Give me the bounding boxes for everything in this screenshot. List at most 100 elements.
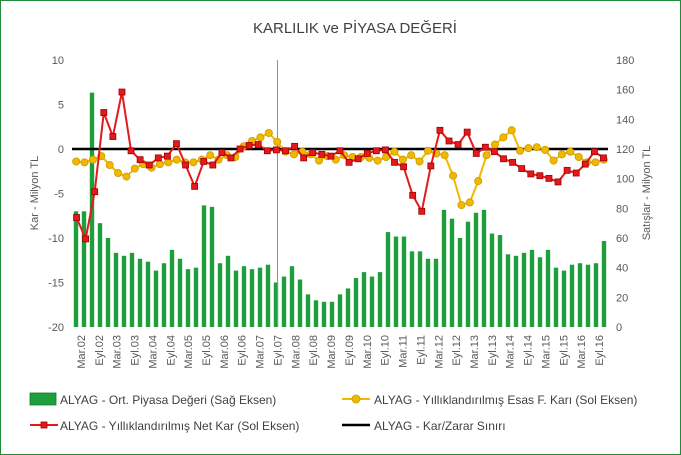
point	[474, 177, 483, 186]
point	[200, 158, 208, 165]
bar	[233, 270, 239, 327]
point	[315, 156, 324, 165]
bar	[145, 261, 151, 327]
point	[507, 126, 516, 135]
chart-title: KARLILIK ve PİYASA DEĞERİ	[253, 19, 457, 37]
point	[391, 158, 398, 166]
point	[273, 146, 280, 154]
point	[499, 133, 508, 142]
x-tick-label: Mar.04	[147, 335, 159, 369]
bar	[409, 251, 415, 327]
bar	[305, 294, 311, 327]
y-right-tick-label: 140	[616, 114, 634, 126]
point	[300, 154, 308, 162]
bar	[313, 300, 319, 327]
bar	[201, 205, 207, 327]
x-tick-label: Eyl.09	[344, 335, 356, 366]
point	[263, 147, 271, 155]
point	[382, 146, 389, 154]
x-tick-label: Mar.09	[326, 335, 338, 369]
point	[463, 128, 471, 136]
bar	[281, 276, 287, 327]
point	[227, 154, 235, 162]
y-left-tick-label: 5	[58, 100, 64, 112]
point	[122, 172, 131, 181]
bar	[177, 258, 183, 327]
bar	[457, 238, 463, 327]
bar	[321, 301, 327, 327]
point	[72, 157, 81, 166]
series-line	[76, 128, 605, 207]
bar	[225, 255, 231, 327]
point	[236, 145, 244, 153]
x-tick-label: Mar.11	[398, 335, 410, 368]
bar	[169, 249, 175, 327]
point	[572, 169, 580, 177]
legend-swatch-esas-marker	[351, 394, 361, 404]
x-tick-label: Eyl.12	[451, 335, 463, 366]
y-left-tick-label: -5	[54, 189, 64, 201]
point	[109, 133, 117, 140]
x-tick-label: Eyl.08	[308, 335, 320, 366]
y-left-tick-label: -20	[48, 322, 64, 334]
point	[209, 161, 217, 169]
x-tick-label: Eyl.15	[558, 335, 570, 366]
bar	[113, 252, 119, 327]
point	[500, 155, 507, 163]
point	[427, 162, 435, 170]
point	[491, 148, 498, 156]
point	[88, 155, 97, 164]
bar	[601, 240, 607, 327]
point	[440, 151, 449, 160]
point	[100, 109, 108, 116]
legend: ALYAG - Ort. Piyasa Değeri (Sağ Eksen) A…	[29, 392, 637, 433]
y-right-tick-label: 0	[616, 322, 622, 334]
y-axis-left-title: Kar - Milyon TL	[29, 156, 41, 230]
point	[554, 178, 562, 186]
bar	[577, 263, 583, 327]
y-right-tick-label: 160	[616, 85, 634, 97]
y-right-tick-label: 20	[616, 292, 628, 304]
point	[581, 160, 589, 168]
bar	[553, 267, 559, 327]
point	[173, 140, 180, 148]
point	[482, 151, 491, 160]
bar	[489, 233, 495, 327]
bar	[497, 235, 503, 327]
bar	[161, 263, 167, 327]
bar	[241, 266, 247, 327]
right-axis-ticks: 180 160 140 120 100 80 60 40 20 0	[616, 55, 634, 334]
bar	[529, 249, 535, 327]
x-tick-label: Mar.08	[290, 335, 302, 369]
point	[182, 161, 189, 169]
x-tick-label: Mar.07	[255, 335, 267, 369]
point	[518, 165, 526, 172]
point	[191, 182, 199, 190]
bar	[297, 279, 303, 327]
point	[509, 158, 517, 166]
point	[291, 142, 298, 150]
bar	[569, 264, 575, 327]
point	[527, 170, 535, 178]
bar	[473, 212, 479, 327]
bar	[513, 255, 519, 327]
point	[516, 146, 525, 155]
legend-swatch-net-marker	[40, 421, 48, 429]
y-left-tick-label: -15	[48, 278, 64, 290]
bar	[249, 269, 255, 327]
point	[345, 158, 353, 166]
bar	[593, 263, 599, 327]
point	[372, 147, 380, 155]
point	[449, 171, 458, 180]
point	[91, 188, 99, 196]
bar	[441, 209, 447, 327]
point	[600, 154, 607, 162]
bar	[433, 258, 439, 327]
x-tick-label: Eyl.02	[94, 335, 106, 366]
point	[490, 140, 499, 149]
bar	[505, 254, 511, 327]
x-tick-label: Mar.12	[433, 335, 445, 369]
point	[256, 133, 265, 142]
bar	[337, 294, 343, 327]
bar	[257, 267, 263, 327]
